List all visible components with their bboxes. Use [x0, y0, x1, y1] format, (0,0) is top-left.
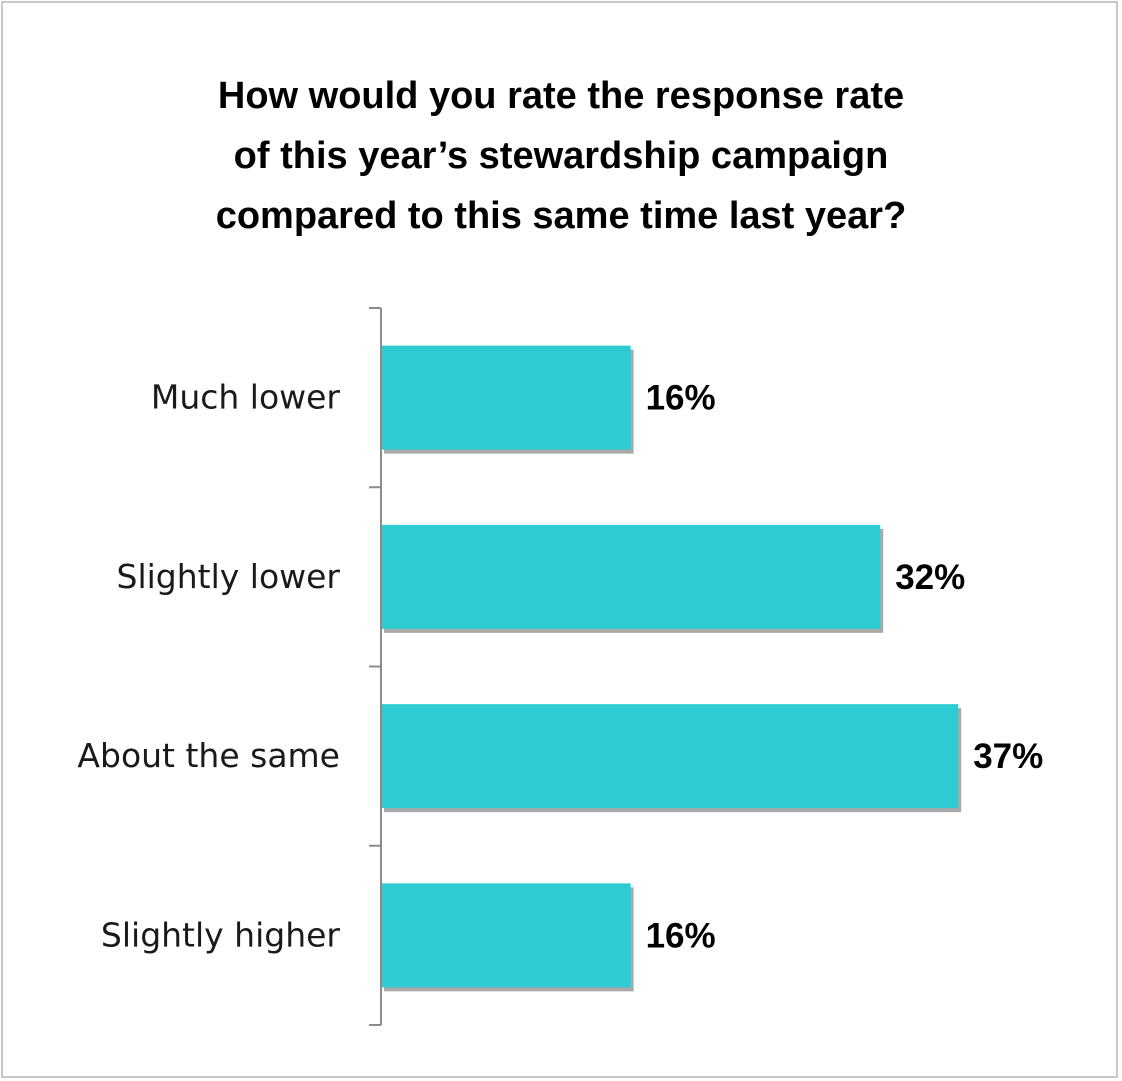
category-label: Slightly higher — [101, 915, 341, 954]
chart-title-line-3: compared to this same time last year? — [215, 195, 907, 237]
bar — [381, 524, 881, 629]
category-label: About the same — [77, 736, 340, 775]
value-label: 32% — [895, 558, 965, 597]
value-label: 37% — [973, 737, 1043, 776]
chart-title-line-1: How would you rate the response rate — [217, 75, 905, 117]
chart-title-line-2: of this year’s stewardship campaign — [233, 135, 889, 177]
category-label: Much lower — [151, 378, 341, 417]
value-label: 16% — [646, 379, 716, 418]
chart-title: How would you rate the response rate of … — [60, 66, 1062, 246]
category-label: Slightly lower — [117, 557, 341, 596]
bar — [381, 345, 631, 450]
bar — [381, 704, 959, 809]
value-label: 16% — [646, 916, 716, 955]
bar — [381, 883, 631, 988]
